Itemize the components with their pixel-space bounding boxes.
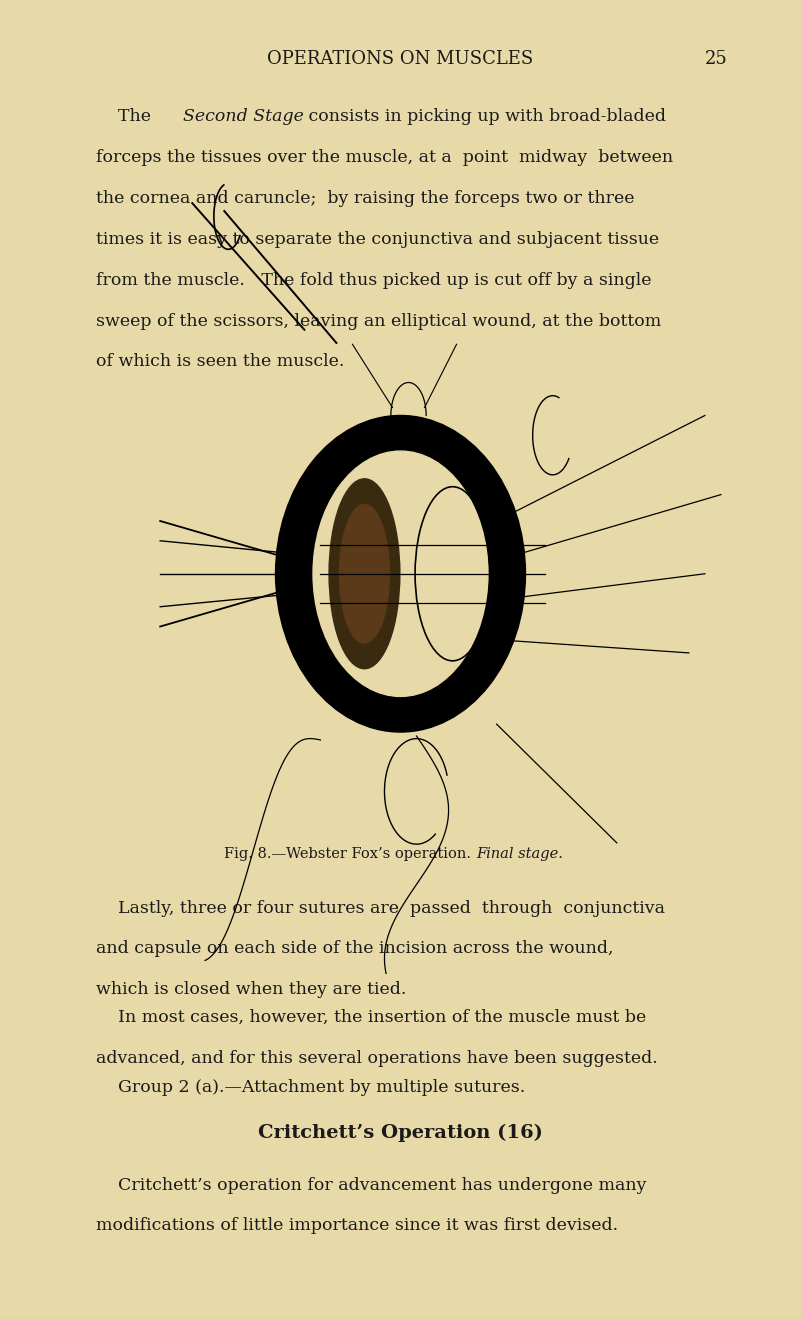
Text: sweep of the scissors, leaving an elliptical wound, at the bottom: sweep of the scissors, leaving an ellipt… [96, 313, 662, 330]
Text: 25: 25 [705, 50, 727, 69]
Text: Group 2 (a).—Attachment by multiple sutures.: Group 2 (a).—Attachment by multiple sutu… [96, 1079, 525, 1096]
Text: which is closed when they are tied.: which is closed when they are tied. [96, 981, 406, 998]
Ellipse shape [419, 495, 486, 653]
Text: advanced, and for this several operations have been suggested.: advanced, and for this several operation… [96, 1050, 658, 1067]
Text: consists in picking up with broad-bladed: consists in picking up with broad-bladed [303, 108, 666, 125]
Text: modifications of little importance since it was first devised.: modifications of little importance since… [96, 1217, 618, 1235]
Ellipse shape [329, 479, 400, 669]
Ellipse shape [340, 505, 389, 644]
Text: Critchett’s operation for advancement has undergone many: Critchett’s operation for advancement ha… [96, 1177, 646, 1194]
Ellipse shape [313, 451, 488, 696]
Text: of which is seen the muscle.: of which is seen the muscle. [96, 353, 344, 371]
Text: Fig. 8.—Webster Fox’s operation.: Fig. 8.—Webster Fox’s operation. [224, 847, 471, 861]
Text: Lastly, three or four sutures are  passed  through  conjunctiva: Lastly, three or four sutures are passed… [96, 900, 665, 917]
Text: In most cases, however, the insertion of the muscle must be: In most cases, however, the insertion of… [96, 1009, 646, 1026]
Ellipse shape [276, 415, 525, 732]
Text: the cornea and caruncle;  by raising the forceps two or three: the cornea and caruncle; by raising the … [96, 190, 634, 207]
Text: Final stage.: Final stage. [477, 847, 563, 861]
Text: from the muscle.   The fold thus picked up is cut off by a single: from the muscle. The fold thus picked up… [96, 272, 652, 289]
Text: forceps the tissues over the muscle, at a  point  midway  between: forceps the tissues over the muscle, at … [96, 149, 674, 166]
Text: The: The [96, 108, 157, 125]
Text: and capsule on each side of the incision across the wound,: and capsule on each side of the incision… [96, 940, 614, 958]
Text: Critchett’s Operation (16): Critchett’s Operation (16) [258, 1124, 543, 1142]
Text: Second Stage: Second Stage [183, 108, 304, 125]
Text: times it is easy to separate the conjunctiva and subjacent tissue: times it is easy to separate the conjunc… [96, 231, 659, 248]
Text: OPERATIONS ON MUSCLES: OPERATIONS ON MUSCLES [268, 50, 533, 69]
